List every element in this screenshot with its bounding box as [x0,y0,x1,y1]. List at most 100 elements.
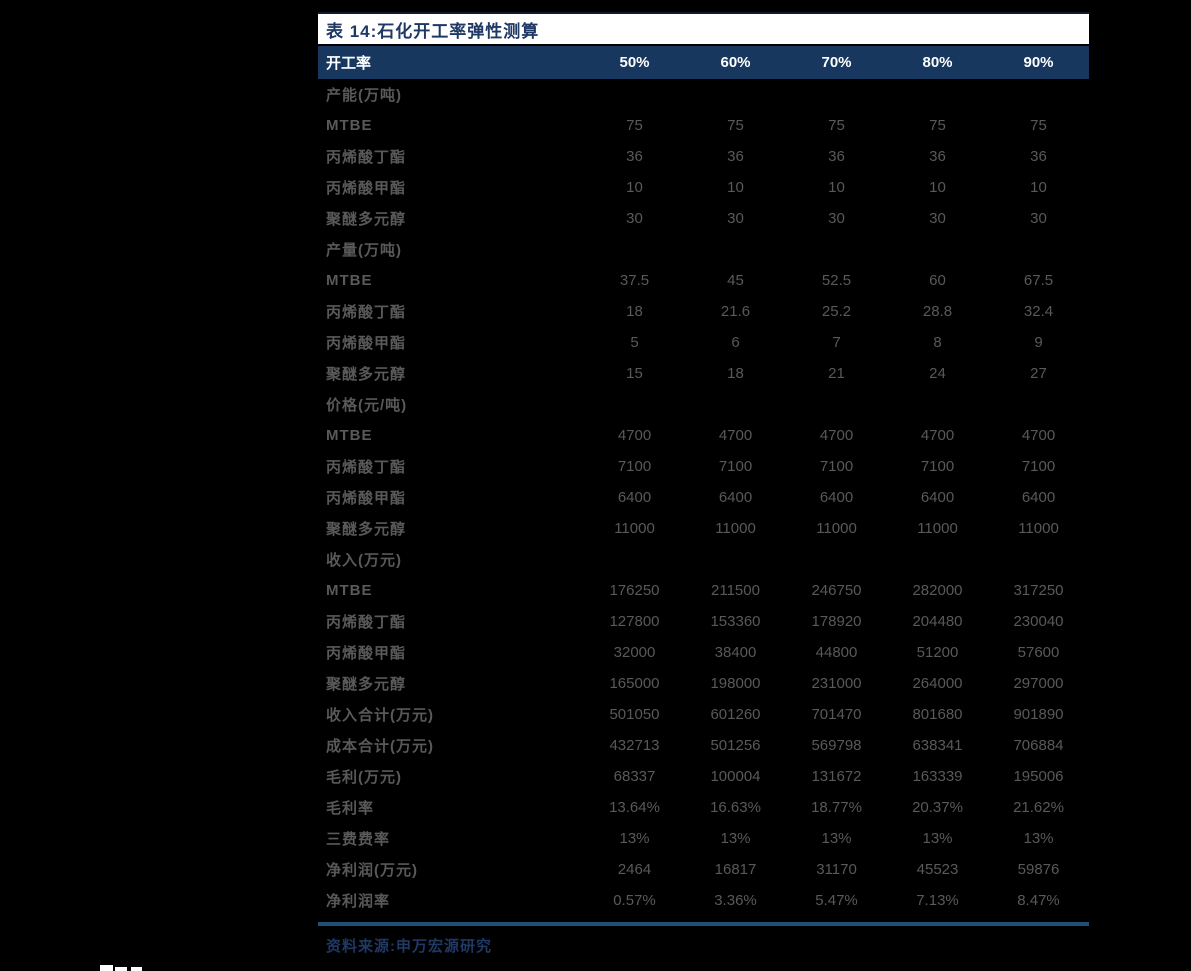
table-row: 丙烯酸丁酯 36 36 36 36 36 [318,141,1089,172]
row-value: 10 [1030,179,1047,196]
title-divider [318,44,1089,46]
header-col-60: 60% [720,54,751,71]
row-value: 59876 [1017,861,1060,878]
cropped-logo-fragment [115,967,127,971]
row-label: 聚醚多元醇 [326,211,407,228]
row-value: 68337 [613,768,656,785]
row-value: 36 [626,148,643,165]
row-value: 67.5 [1023,272,1054,289]
table-row: 毛利率 13.64% 16.63% 18.77% 20.37% 21.62% [318,792,1089,823]
row-value: 7100 [1021,458,1056,475]
row-value: 7.13% [916,892,959,909]
row-value: 6400 [920,489,955,506]
row-value: 6400 [617,489,652,506]
row-value: 13% [1023,830,1054,847]
row-value: 13% [619,830,650,847]
row-value: 20.37% [912,799,963,816]
row-value: 28.8 [922,303,953,320]
table-row: 净利润(万元) 2464 16817 31170 45523 59876 [318,854,1089,885]
row-value: 165000 [609,675,660,692]
row-label: 丙烯酸甲酯 [326,180,407,197]
row-value: 18 [727,365,744,382]
row-label: MTBE [326,427,373,444]
table-row: 聚醚多元醇 11000 11000 11000 11000 11000 [318,513,1089,544]
row-value: 5 [630,334,639,351]
row-value: 601260 [710,706,761,723]
row-value: 5.47% [815,892,858,909]
row-value: 21.6 [720,303,751,320]
row-value: 13.64% [609,799,660,816]
row-value: 11000 [715,520,756,537]
row-value: 6400 [718,489,753,506]
table-row: 丙烯酸丁酯 18 21.6 25.2 28.8 32.4 [318,296,1089,327]
row-value: 4700 [819,427,854,444]
row-value: 10 [626,179,643,196]
row-value: 11000 [816,520,857,537]
row-value: 21.62% [1013,799,1064,816]
source-line: 资料来源:申万宏源研究 [326,938,492,955]
header-col-70: 70% [821,54,852,71]
cropped-logo-fragment [131,967,142,971]
table-row: 聚醚多元醇 165000 198000 231000 264000 297000 [318,668,1089,699]
row-value: 297000 [1013,675,1064,692]
table-row: 收入合计(万元) 501050 601260 701470 801680 901890 [318,699,1089,730]
row-value: 36 [727,148,744,165]
row-value: 15 [626,365,643,382]
cropped-logo-fragment [100,965,113,971]
row-value: 30 [727,210,744,227]
row-value: 204480 [912,613,963,630]
row-value: 9 [1034,334,1043,351]
row-value: 569798 [811,737,862,754]
table-row: 产能(万吨) [318,79,1089,110]
row-label: 聚醚多元醇 [326,521,407,538]
row-value: 7100 [920,458,955,475]
table-row: 聚醚多元醇 30 30 30 30 30 [318,203,1089,234]
row-label: 产量(万吨) [326,242,402,259]
row-value: 230040 [1013,613,1064,630]
row-value: 8 [933,334,942,351]
row-value: 211500 [711,582,760,599]
header-col-50: 50% [619,54,650,71]
report-table: 表 14:石化开工率弹性测算 开工率 50% 60% 70% 80% 90% 产… [318,12,1089,956]
table-row: 价格(元/吨) [318,389,1089,420]
table-title: 表 14:石化开工率弹性测算 [326,21,540,41]
row-value: 282000 [912,582,963,599]
table-title-bar: 表 14:石化开工率弹性测算 [318,12,1089,44]
row-value: 0.57% [613,892,656,909]
row-value: 264000 [912,675,963,692]
row-value: 75 [727,117,744,134]
row-value: 4700 [617,427,652,444]
row-value: 36 [828,148,845,165]
row-value: 24 [929,365,946,382]
row-label: 丙烯酸甲酯 [326,645,407,662]
row-value: 501050 [609,706,660,723]
row-label: 净利润率 [326,893,391,910]
row-value: 52.5 [821,272,852,289]
row-value: 18.77% [811,799,862,816]
table-row: 产量(万吨) [318,234,1089,265]
row-value: 32.4 [1023,303,1054,320]
row-value: 13% [821,830,852,847]
row-value: 178920 [811,613,862,630]
row-label: 聚醚多元醇 [326,366,407,383]
row-value: 30 [1030,210,1047,227]
row-value: 37.5 [619,272,650,289]
row-value: 25.2 [821,303,852,320]
row-value: 75 [626,117,643,134]
row-value: 8.47% [1017,892,1060,909]
table-row: 毛利(万元) 68337 100004 131672 163339 195006 [318,761,1089,792]
row-value: 4700 [1021,427,1056,444]
row-value: 10 [828,179,845,196]
row-label: MTBE [326,117,373,134]
row-value: 51200 [916,644,959,661]
table-row: 净利润率 0.57% 3.36% 5.47% 7.13% 8.47% [318,885,1089,916]
row-value: 3.36% [714,892,757,909]
row-value: 706884 [1013,737,1064,754]
row-label: 丙烯酸甲酯 [326,490,407,507]
row-label: 聚醚多元醇 [326,676,407,693]
row-value: 45523 [916,861,959,878]
row-value: 30 [929,210,946,227]
row-value: 30 [626,210,643,227]
table-row: 聚醚多元醇 15 18 21 24 27 [318,358,1089,389]
row-value: 36 [929,148,946,165]
